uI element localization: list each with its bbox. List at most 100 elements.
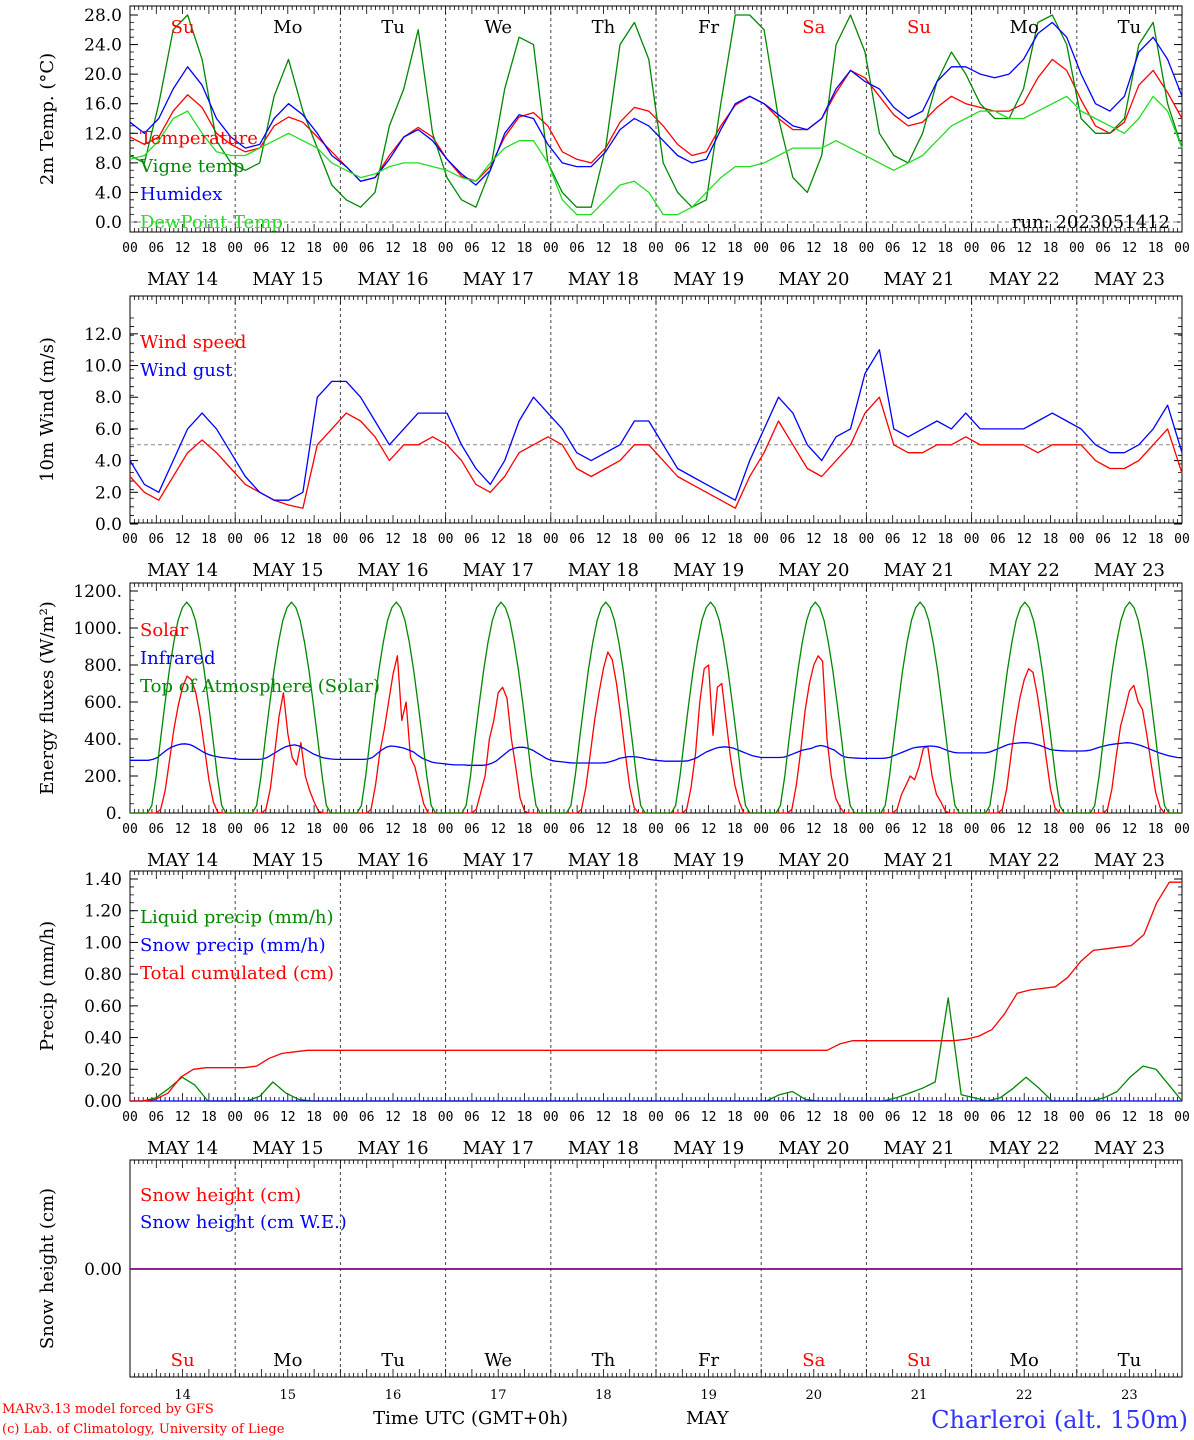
y-tick-label: 1.40 bbox=[84, 870, 122, 890]
hour-label: 12 bbox=[1016, 241, 1032, 256]
hour-label: 18 bbox=[517, 241, 533, 256]
hour-label: 00 bbox=[543, 1110, 559, 1125]
hour-label: 00 bbox=[964, 241, 980, 256]
hour-label: 00 bbox=[1069, 1110, 1085, 1125]
hour-label: 18 bbox=[622, 822, 638, 837]
hour-label: 06 bbox=[359, 1110, 375, 1125]
day-number-label: 20 bbox=[806, 1388, 823, 1403]
hour-label: 12 bbox=[701, 822, 717, 837]
y-minor-ticks bbox=[130, 317, 1182, 525]
day-number-label: 17 bbox=[490, 1388, 507, 1403]
hour-label: 00 bbox=[122, 1110, 138, 1125]
y-tick-label: 0.20 bbox=[84, 1060, 122, 1080]
day-number-label: 21 bbox=[911, 1388, 928, 1403]
day-number-label: 23 bbox=[1121, 1388, 1138, 1403]
hour-label: 00 bbox=[333, 241, 349, 256]
weekday-label: Su bbox=[171, 17, 195, 38]
time-ticks bbox=[129, 1160, 1183, 1377]
hour-label: 06 bbox=[885, 241, 901, 256]
hour-label: 12 bbox=[701, 532, 717, 547]
date-label: MAY 20 bbox=[778, 850, 849, 871]
date-label: MAY 15 bbox=[252, 850, 323, 871]
hour-label: 06 bbox=[569, 822, 585, 837]
hour-label: 00 bbox=[543, 822, 559, 837]
date-label: MAY 14 bbox=[147, 269, 218, 290]
y-tick-label: 0.60 bbox=[84, 997, 122, 1017]
hour-label: 06 bbox=[674, 532, 690, 547]
panel-3: 0. 200. 400. 600. 800. 1000. 1200. Energy fluxe… bbox=[37, 582, 1190, 871]
hour-label: 06 bbox=[359, 822, 375, 837]
y-tick-label: 12.0 bbox=[84, 124, 122, 144]
y-tick-label: 0.40 bbox=[84, 1029, 122, 1049]
hour-label: 06 bbox=[990, 822, 1006, 837]
date-label: MAY 16 bbox=[357, 1138, 428, 1159]
hour-label: 00 bbox=[1069, 822, 1085, 837]
hour-label: 12 bbox=[280, 1110, 296, 1125]
hour-label: 00 bbox=[333, 532, 349, 547]
date-label: MAY 21 bbox=[883, 560, 954, 581]
hour-label: 12 bbox=[1122, 532, 1138, 547]
hour-label: 06 bbox=[780, 822, 796, 837]
hour-label: 06 bbox=[990, 532, 1006, 547]
y-tick-label: 20.0 bbox=[84, 65, 122, 85]
hour-label: 18 bbox=[727, 241, 743, 256]
hour-label: 18 bbox=[937, 241, 953, 256]
hour-label: 12 bbox=[1016, 1110, 1032, 1125]
hour-label: 00 bbox=[122, 822, 138, 837]
date-label: MAY 18 bbox=[568, 850, 639, 871]
hour-label: 00 bbox=[227, 241, 243, 256]
y-tick-label: 0.80 bbox=[84, 965, 122, 985]
y-tick-label: 10.0 bbox=[84, 357, 122, 377]
hour-label: 12 bbox=[701, 241, 717, 256]
legend-entry: Temperature bbox=[140, 128, 258, 149]
date-label: MAY 17 bbox=[463, 269, 534, 290]
hour-label: 06 bbox=[885, 822, 901, 837]
y-tick-label: 16.0 bbox=[84, 95, 122, 115]
series-line bbox=[130, 601, 1182, 814]
day-number-label: 16 bbox=[385, 1388, 402, 1403]
hour-label: 06 bbox=[254, 532, 270, 547]
hour-label: 12 bbox=[596, 532, 612, 547]
hour-label: 18 bbox=[727, 532, 743, 547]
hour-label: 00 bbox=[859, 1110, 875, 1125]
hour-label: 06 bbox=[464, 822, 480, 837]
date-label: MAY 14 bbox=[147, 560, 218, 581]
weekday-label: Tu bbox=[1118, 1350, 1142, 1371]
hour-label: 18 bbox=[832, 532, 848, 547]
time-ticks bbox=[129, 871, 1183, 1101]
weekday-label: Tu bbox=[381, 1350, 405, 1371]
y-axis-label: Snow height (cm) bbox=[37, 1188, 58, 1349]
hour-label: 12 bbox=[490, 241, 506, 256]
hour-label: 12 bbox=[806, 822, 822, 837]
hour-label: 00 bbox=[964, 822, 980, 837]
hour-label: 06 bbox=[674, 822, 690, 837]
hour-label: 18 bbox=[517, 1110, 533, 1125]
hour-label: 18 bbox=[411, 822, 427, 837]
hour-label: 18 bbox=[1148, 1110, 1164, 1125]
hour-label: 06 bbox=[359, 241, 375, 256]
hour-label: 12 bbox=[490, 1110, 506, 1125]
date-label: MAY 18 bbox=[568, 269, 639, 290]
panel-1: 0.0 4.0 8.0 12.0 16.0 20.0 24.0 28.0 2m Temp. (°… bbox=[37, 5, 1190, 290]
hour-label: 00 bbox=[964, 1110, 980, 1125]
hour-label: 00 bbox=[1174, 241, 1190, 256]
time-ticks bbox=[129, 583, 1183, 813]
hour-label: 12 bbox=[490, 822, 506, 837]
hour-label: 12 bbox=[911, 241, 927, 256]
hour-label: 06 bbox=[674, 241, 690, 256]
hour-label: 06 bbox=[254, 241, 270, 256]
weekday-label: Tu bbox=[381, 17, 405, 38]
hour-label: 18 bbox=[937, 822, 953, 837]
hour-label: 12 bbox=[596, 1110, 612, 1125]
weekday-label: Fr bbox=[698, 1350, 719, 1371]
hour-label: 18 bbox=[201, 1110, 217, 1125]
hour-label: 18 bbox=[517, 822, 533, 837]
hour-label: 06 bbox=[1095, 822, 1111, 837]
hour-label: 00 bbox=[648, 532, 664, 547]
legend-entry: DewPoint Temp bbox=[140, 212, 283, 233]
hour-label: 18 bbox=[517, 532, 533, 547]
legend-entry: Solar bbox=[140, 620, 189, 641]
date-label: MAY 14 bbox=[147, 1138, 218, 1159]
weekday-label: Su bbox=[907, 17, 931, 38]
